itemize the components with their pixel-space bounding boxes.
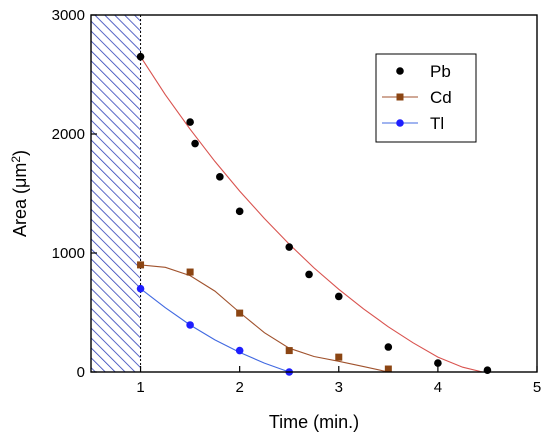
- data-point-pb: [305, 270, 313, 279]
- y-tick-label: 1000: [52, 245, 85, 262]
- data-point-cd: [137, 261, 145, 269]
- x-tick-label: 5: [533, 379, 541, 396]
- data-point-cd: [335, 353, 343, 361]
- data-point-pb: [216, 173, 224, 181]
- y-axis-title: Area (μm2): [9, 150, 30, 237]
- data-point-pb: [191, 139, 199, 148]
- y-tick-label: 3000: [52, 7, 85, 24]
- legend: Pb Cd Tl: [375, 53, 477, 143]
- data-point-pb: [136, 52, 145, 61]
- data-point-pb: [483, 366, 492, 375]
- legend-marker-pb: [396, 67, 404, 75]
- legend-box: [375, 53, 477, 143]
- y-axis-title-unit: μm: [10, 163, 30, 188]
- x-axis-title: Time (min.): [269, 412, 359, 432]
- plot-frame: [90, 14, 538, 373]
- data-point-tl: [186, 321, 194, 329]
- y-tick-label: 2000: [52, 126, 85, 143]
- x-tick-label: 3: [335, 379, 343, 396]
- legend-label-pb: Pb: [430, 62, 451, 81]
- data-point-cd: [186, 268, 194, 276]
- x-tick-label: 1: [136, 379, 144, 396]
- y-tick-label: 0: [77, 364, 85, 381]
- fit-curve-tl: [140, 288, 290, 373]
- fit-curve-pb: [140, 56, 483, 373]
- data-point-tl: [136, 284, 145, 293]
- data-point-pb: [384, 343, 393, 351]
- y-axis-title-sup: 2: [9, 156, 23, 163]
- data-point-pb: [434, 359, 442, 367]
- data-point-cd: [285, 347, 293, 355]
- y-axis-title-close: ): [10, 150, 30, 156]
- data-point-pb: [186, 118, 194, 126]
- legend-label-tl: Tl: [430, 114, 444, 133]
- data-point-cd: [236, 309, 244, 317]
- data-point-pb: [235, 207, 244, 216]
- legend-label-cd: Cd: [430, 88, 452, 107]
- y-axis-title-main: Area (: [10, 188, 30, 237]
- data-point-pb: [334, 292, 343, 301]
- hatched-region: [91, 15, 141, 372]
- data-point-cd: [384, 365, 392, 373]
- data-point-tl: [235, 346, 244, 355]
- legend-marker-cd: [396, 93, 404, 101]
- legend-marker-tl: [396, 119, 404, 127]
- data-point-pb: [285, 243, 294, 251]
- x-tick-label: 2: [235, 379, 243, 396]
- fit-curve-cd: [140, 264, 389, 373]
- x-tick-label: 4: [434, 379, 442, 396]
